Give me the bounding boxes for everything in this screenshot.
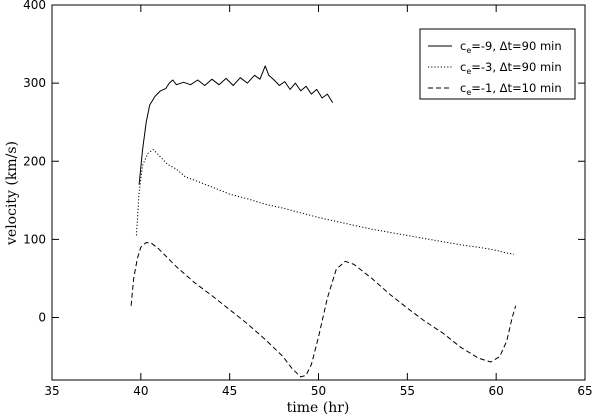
legend-label-rest: =-1, Δt=10 min — [471, 81, 561, 95]
x-tick-label: 50 — [311, 384, 326, 398]
x-tick-label: 65 — [577, 384, 592, 398]
legend-label-subscript: e — [466, 46, 471, 55]
x-axis-ticks: 35 40 45 50 55 60 65 — [44, 5, 593, 398]
x-tick-label: 40 — [133, 384, 148, 398]
x-tick-label: 55 — [400, 384, 415, 398]
x-axis-title: time (hr) — [287, 400, 350, 416]
x-tick-label: 35 — [44, 384, 59, 398]
legend-label-1: ce=-9, Δt=90 min — [460, 39, 562, 55]
y-tick-label: 400 — [23, 0, 46, 12]
legend-label-rest: =-9, Δt=90 min — [471, 39, 561, 53]
legend-label-base: c — [460, 81, 466, 95]
y-axis-title: velocity (km/s) — [4, 141, 20, 246]
legend-label-3: ce=-1, Δt=10 min — [460, 81, 562, 97]
legend-label-2: ce=-3, Δt=90 min — [460, 60, 562, 76]
series-line-1 — [138, 65, 334, 185]
legend-label-subscript: e — [466, 67, 471, 76]
y-tick-label: 200 — [23, 154, 46, 168]
series-line-2 — [135, 149, 514, 255]
legend-label-base: c — [460, 60, 466, 74]
legend-box — [419, 28, 576, 100]
y-tick-label: 300 — [23, 76, 46, 90]
x-tick-label: 60 — [489, 384, 504, 398]
series-layer — [130, 65, 517, 378]
y-tick-label: 100 — [23, 232, 46, 246]
series-line-3 — [130, 242, 517, 378]
legend-label-subscript: e — [466, 88, 471, 97]
y-axis-ticks: 0 100 200 300 400 — [23, 0, 585, 325]
legend-label-rest: =-3, Δt=90 min — [471, 60, 561, 74]
y-tick-label: 0 — [38, 311, 46, 325]
legend-label-base: c — [460, 39, 466, 53]
x-tick-label: 45 — [222, 384, 237, 398]
